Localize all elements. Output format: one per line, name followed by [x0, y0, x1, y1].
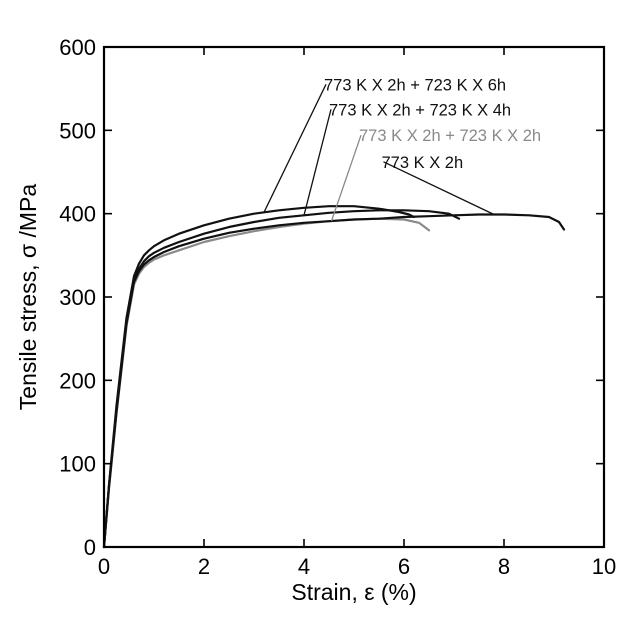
series-line-0 [102, 205, 416, 549]
x-axis-label: Strain, ε (%) [291, 579, 416, 605]
x-tick-label-0: 0 [98, 554, 110, 579]
plot-lines [102, 205, 566, 549]
annotation-pointer-0 [263, 84, 327, 213]
y-tick-label-6: 600 [59, 35, 96, 60]
annotation-pointer-1 [303, 109, 332, 216]
y-tick-label-4: 400 [59, 202, 96, 227]
y-tick-label-2: 200 [59, 368, 96, 393]
annotation-pointer-3 [383, 161, 495, 216]
series-line-3 [102, 213, 566, 549]
x-tick-label-2: 4 [298, 554, 310, 579]
annotation-label-3: 773 K X 2h [382, 154, 464, 172]
series-line-1 [102, 209, 461, 549]
x-tick-label-5: 10 [592, 554, 616, 579]
y-tick-label-3: 300 [59, 285, 96, 310]
series-line-2 [102, 217, 431, 549]
annotations: 773 K X 2h + 723 K X 6h 773 K X 2h + 723 … [263, 76, 541, 222]
annotation-label-1: 773 K X 2h + 723 K X 4h [329, 101, 511, 119]
y-tick-label-0: 0 [84, 535, 96, 560]
annotation-pointer-2 [330, 134, 362, 222]
y-axis-label: Tensile stress, σ /MPa [15, 184, 41, 411]
x-tick-label-4: 8 [498, 554, 510, 579]
axis-ticks [103, 46, 605, 548]
x-tick-label-1: 2 [198, 554, 210, 579]
y-tick-label-1: 100 [59, 452, 96, 477]
plot-frame [102, 45, 606, 549]
annotation-label-2: 773 K X 2h + 723 K X 2h [359, 127, 541, 145]
x-tick-label-3: 6 [398, 554, 410, 579]
y-tick-label-5: 500 [59, 118, 96, 143]
annotation-label-0: 773 K X 2h + 723 K X 6h [324, 76, 506, 94]
